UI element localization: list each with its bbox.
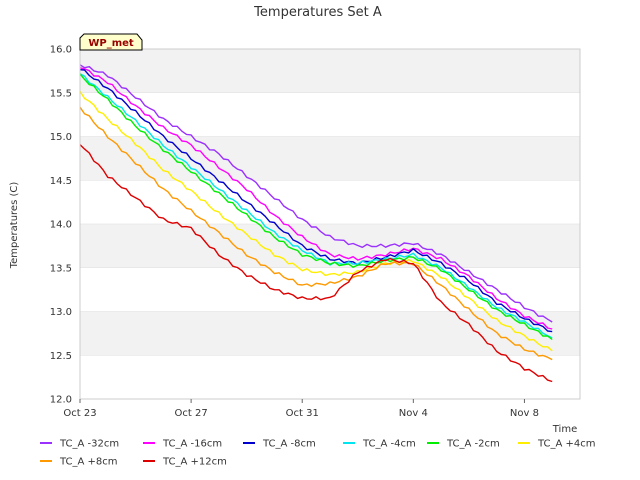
y-tick-label: 12.0 [50,395,72,406]
y-tick-label: 15.5 [50,88,72,99]
grid-band [80,311,580,356]
legend-label: TC_A +8cm [59,457,118,468]
series-line [79,144,553,383]
series-line [79,73,553,341]
y-tick-label: 16.0 [50,45,72,56]
badge-shape [79,33,143,51]
x-tick-label: Oct 31 [286,408,319,419]
series-line [79,90,553,352]
x-tick-label: Oct 23 [63,408,96,419]
x-axis: Oct 23 Oct 27 Oct 31 Nov 4 Nov 8 [63,399,539,419]
y-axis-label: Temperatures (C) [9,182,20,270]
legend: TC_A -32cm TC_A -16cm TC_A -8cm TC_A -4cm TC… [40,439,596,468]
series-line [79,64,553,323]
x-tick-label: Oct 27 [175,408,208,419]
series-line [79,69,553,333]
plot-area [79,64,553,383]
y-tick-label: 13.0 [50,307,72,318]
badge-label: WP_met [88,38,134,49]
x-axis-label: Time [552,424,577,435]
legend-label: TC_A -8cm [262,439,316,450]
y-tick-label: 13.5 [50,263,72,274]
grid-band [80,49,580,93]
series-line [79,106,553,361]
legend-label: TC_A -16cm [162,439,222,450]
chart-title: Temperatures Set A [253,5,382,20]
grid-band [80,136,580,181]
y-axis: 12.0 12.5 13.0 13.5 14.0 14.5 15.0 15.5 16.0 [50,45,72,406]
legend-label: TC_A -2cm [446,439,500,450]
series-line [79,67,553,330]
y-tick-label: 12.5 [50,351,72,362]
series-line [79,73,553,339]
y-tick-label: 15.0 [50,132,72,143]
legend-label: TC_A +4cm [537,439,596,450]
legend-label: TC_A -4cm [362,439,416,450]
legend-label: TC_A +12cm [162,457,227,468]
x-tick-label: Nov 4 [399,408,428,419]
x-tick-label: Nov 8 [510,408,539,419]
legend-label: TC_A -32cm [59,439,119,450]
y-tick-label: 14.0 [50,220,72,231]
grid-bands [80,48,580,400]
plot-frame [79,48,581,400]
grid-band [80,224,580,268]
site-badge: WP_met [79,33,143,51]
y-tick-label: 14.5 [50,176,72,187]
